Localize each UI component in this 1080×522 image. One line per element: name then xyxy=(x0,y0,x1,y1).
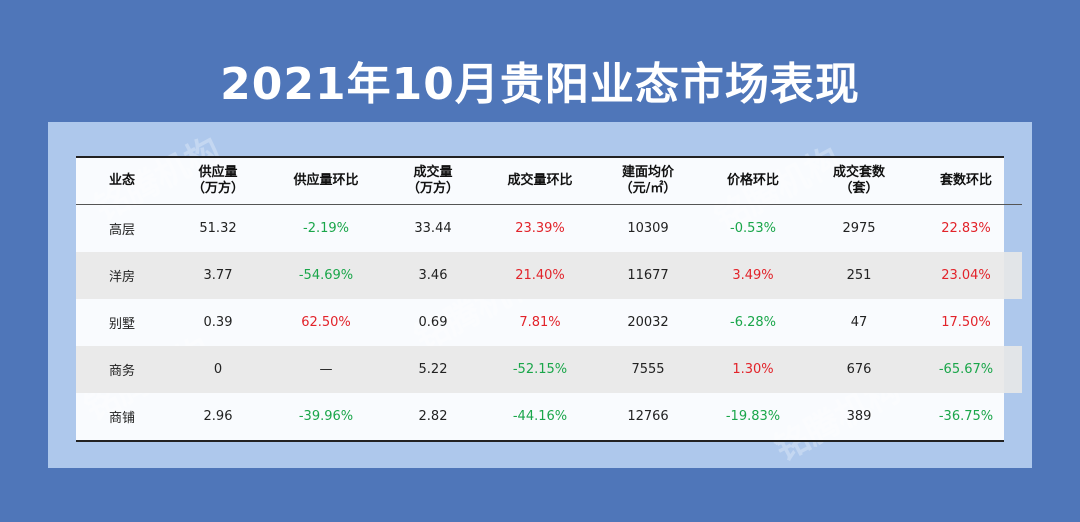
header-cell: 成交量环比 xyxy=(482,158,598,205)
table-row: 别墅 0.39 62.50% 0.69 7.81% 20032 -6.28% 4… xyxy=(76,299,1022,346)
table-header-row: 业态 供应量 （万方） 供应量环比 成交量 （万方） 成交量环比 建面均价 （元… xyxy=(76,158,1022,205)
cell-deal-volume: 2.82 xyxy=(418,409,448,424)
cell-type: 洋房 xyxy=(76,252,168,299)
cell-deal-change: 23.39% xyxy=(515,221,565,236)
cell-units: 2975 xyxy=(842,221,876,236)
cell-type: 高层 xyxy=(108,223,135,238)
table-row: 商铺 2.96 -39.96% 2.82 -44.16% 12766 -19.8… xyxy=(76,393,1022,440)
table-row: 洋房 3.77 -54.69% 3.46 21.40% 11677 3.49% … xyxy=(76,252,1022,299)
cell-deal-volume: 33.44 xyxy=(414,221,452,236)
cell-price-change: 3.49% xyxy=(698,252,808,299)
table-row: 商务 0 — 5.22 -52.15% 7555 1.30% 676 -65.6… xyxy=(76,346,1022,393)
cell-type: 商务 xyxy=(76,346,168,393)
cell-supply: 2.96 xyxy=(203,409,233,424)
cell-price: 7555 xyxy=(598,346,698,393)
market-table-card: 业态 供应量 （万方） 供应量环比 成交量 （万方） 成交量环比 建面均价 （元… xyxy=(76,156,1022,442)
cell-supply-change: -39.96% xyxy=(298,409,354,424)
market-table: 业态 供应量 （万方） 供应量环比 成交量 （万方） 成交量环比 建面均价 （元… xyxy=(76,158,1022,440)
header-cell: 供应量环比 xyxy=(268,158,384,205)
cell-supply-change: -2.19% xyxy=(303,221,349,236)
cell-deal-change: -52.15% xyxy=(482,346,598,393)
page-title: 2021年10月贵阳业态市场表现 xyxy=(220,59,860,110)
cell-supply-change: — xyxy=(268,346,384,393)
header-cell: 成交套数 （套） xyxy=(808,158,910,205)
cell-units: 47 xyxy=(850,315,868,330)
cell-price: 11677 xyxy=(598,252,698,299)
cell-deal-volume: 3.46 xyxy=(384,252,482,299)
header-cell: 成交量 （万方） xyxy=(384,158,482,205)
table-row: 高层 51.32 -2.19% 33.44 23.39% 10309 -0.53… xyxy=(76,205,1022,253)
cell-price: 20032 xyxy=(627,315,669,330)
cell-deal-change: 7.81% xyxy=(519,315,561,330)
cell-units-change: 17.50% xyxy=(941,315,991,330)
cell-units-change: 23.04% xyxy=(910,252,1022,299)
cell-price-change: 1.30% xyxy=(698,346,808,393)
cell-deal-volume: 0.69 xyxy=(418,315,448,330)
cell-price: 12766 xyxy=(627,409,669,424)
cell-units-change: -36.75% xyxy=(938,409,994,424)
cell-deal-volume: 5.22 xyxy=(384,346,482,393)
cell-units: 676 xyxy=(808,346,910,393)
cell-units: 251 xyxy=(808,252,910,299)
header-cell: 业态 xyxy=(76,158,168,205)
cell-price: 10309 xyxy=(627,221,669,236)
cell-supply: 0 xyxy=(168,346,268,393)
cell-type: 别墅 xyxy=(108,317,135,332)
cell-supply-change: 62.50% xyxy=(301,315,351,330)
cell-price-change: -19.83% xyxy=(725,409,781,424)
cell-supply: 51.32 xyxy=(199,221,237,236)
cell-price-change: -6.28% xyxy=(730,315,776,330)
header-cell: 套数环比 xyxy=(910,158,1022,205)
header-cell: 价格环比 xyxy=(698,158,808,205)
cell-units-change: 22.83% xyxy=(941,221,991,236)
cell-deal-change: 21.40% xyxy=(482,252,598,299)
cell-supply: 3.77 xyxy=(168,252,268,299)
cell-units-change: -65.67% xyxy=(910,346,1022,393)
header-cell: 建面均价 （元/㎡） xyxy=(598,158,698,205)
cell-deal-change: -44.16% xyxy=(512,409,568,424)
header-cell: 供应量 （万方） xyxy=(168,158,268,205)
cell-type: 商铺 xyxy=(108,411,135,426)
cell-supply: 0.39 xyxy=(203,315,233,330)
cell-units: 389 xyxy=(846,409,872,424)
cell-price-change: -0.53% xyxy=(730,221,776,236)
cell-supply-change: -54.69% xyxy=(268,252,384,299)
